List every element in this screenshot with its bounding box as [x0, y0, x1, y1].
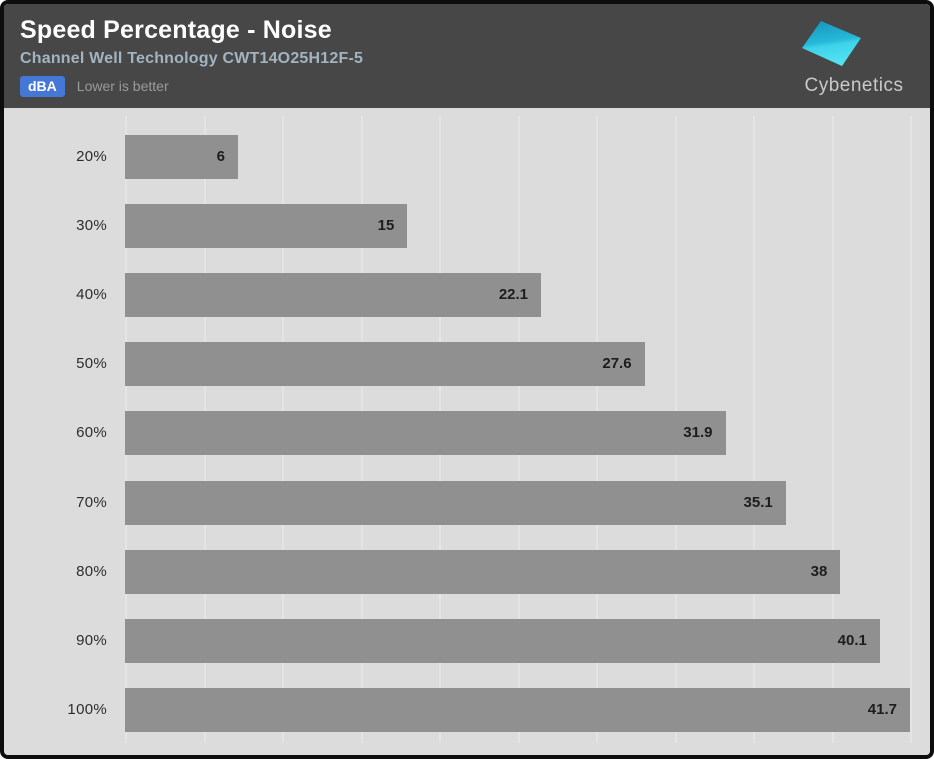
- bar-row: 100% 41.7: [4, 687, 930, 732]
- gridline: [753, 116, 755, 743]
- bar-row: 80% 38: [4, 549, 930, 594]
- value-label: 27.6: [602, 355, 632, 373]
- value-label: 38: [810, 562, 828, 580]
- bar: 27.6: [125, 342, 645, 387]
- value-label: 6: [216, 148, 225, 165]
- category-label: 100%: [67, 700, 107, 718]
- chart-header: Speed Percentage - Noise Channel Well Te…: [4, 4, 930, 108]
- cybenetics-logo-icon: Cybenetics: [802, 21, 904, 96]
- bar-track: 15: [125, 204, 910, 249]
- bar-row: 60% 31.9: [4, 411, 930, 456]
- category-label: 60%: [76, 424, 107, 442]
- bar-track: 35.1: [125, 480, 910, 525]
- bar: 31.9: [125, 411, 726, 456]
- bar-row: 50% 27.6: [4, 342, 930, 387]
- category-label: 80%: [76, 562, 107, 580]
- bar-row: 30% 15: [4, 204, 930, 249]
- logo-wordmark: Cybenetics: [805, 75, 904, 96]
- bar-track: 41.7: [125, 687, 910, 732]
- category-label: 30%: [76, 217, 107, 235]
- value-label: 35.1: [743, 493, 773, 511]
- gridline: [831, 116, 834, 743]
- bar-track: 22.1: [125, 273, 910, 318]
- bar-track: 27.6: [125, 342, 910, 387]
- chart-area: 20% 6 30% 15 40% 22.1 50% 27.6 60% 31.9 70% 35.1 80%…: [4, 108, 930, 755]
- chart-subtitle: Channel Well Technology CWT14O25H12F-5: [20, 49, 364, 67]
- bar-track: 6: [125, 135, 910, 179]
- value-label: 31.9: [683, 424, 713, 442]
- category-label: 50%: [76, 355, 107, 373]
- bar: 22.1: [125, 273, 542, 318]
- value-label: 22.1: [498, 286, 529, 304]
- meta-row: dBA Lower is better: [20, 75, 914, 97]
- bar: 38: [125, 549, 841, 594]
- lower-is-better-note: Lower is better: [76, 78, 169, 95]
- bar-row: 90% 40.1: [4, 618, 930, 663]
- gridline: [910, 116, 912, 743]
- bar-track: 38: [125, 549, 910, 594]
- logo-tile-icon: [802, 21, 861, 66]
- bar-row: 20% 6: [4, 135, 930, 179]
- bar-track: 31.9: [125, 411, 910, 456]
- bar-row: 40% 22.1: [4, 273, 930, 318]
- bar-track: 40.1: [125, 618, 910, 663]
- unit-badge: dBA: [20, 75, 65, 97]
- bar: 41.7: [125, 687, 910, 732]
- bar: 40.1: [125, 618, 880, 663]
- category-label: 20%: [76, 148, 107, 165]
- value-label: 15: [377, 217, 395, 235]
- page-title: Speed Percentage - Noise: [20, 16, 332, 44]
- category-label: 90%: [76, 631, 107, 649]
- category-label: 40%: [76, 286, 107, 304]
- bar: 35.1: [125, 480, 786, 525]
- value-label: 41.7: [867, 700, 897, 718]
- chart-rows: 20% 6 30% 15 40% 22.1 50% 27.6 60% 31.9 70% 35.1 80%…: [4, 108, 930, 755]
- bar-row: 70% 35.1: [4, 480, 930, 525]
- bar: 15: [125, 204, 408, 249]
- cybenetics-logo: Cybenetics: [792, 14, 916, 100]
- bar: 6: [125, 135, 238, 179]
- value-label: 40.1: [837, 631, 867, 649]
- category-label: 70%: [76, 493, 107, 511]
